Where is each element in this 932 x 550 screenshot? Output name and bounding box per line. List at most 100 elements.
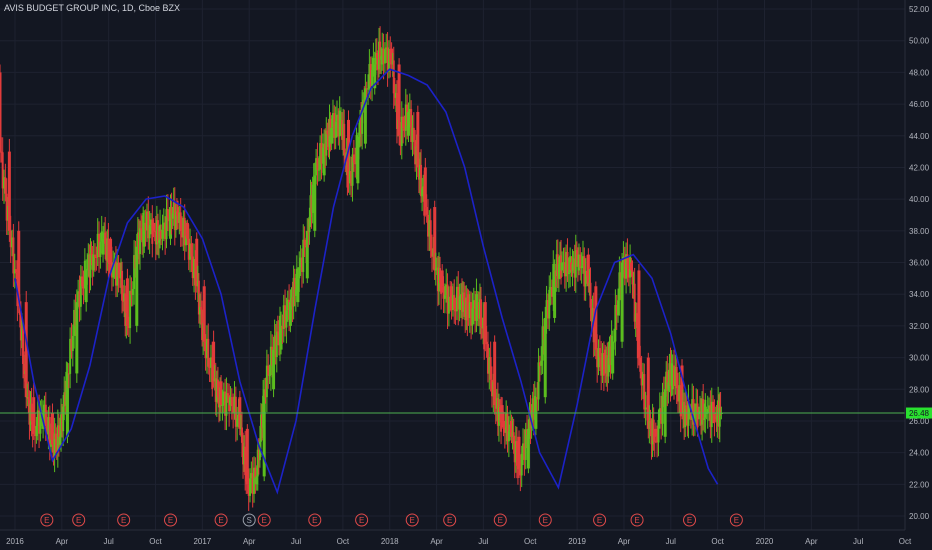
candle-body xyxy=(212,341,216,382)
candle-body xyxy=(371,70,374,87)
candle-body xyxy=(36,410,39,426)
candle-body xyxy=(523,443,526,460)
candle-body xyxy=(410,108,413,142)
candle-body xyxy=(392,60,395,94)
candle-body xyxy=(566,251,569,275)
candle-body xyxy=(348,171,351,184)
candle-body xyxy=(613,341,616,343)
candle-body xyxy=(719,406,722,408)
candle-body xyxy=(418,164,421,180)
candle-body xyxy=(259,414,262,442)
candle-body xyxy=(239,427,242,429)
last-price-label: 26.48 xyxy=(906,407,932,419)
candle-body xyxy=(488,357,491,374)
y-tick-label: 28.00 xyxy=(909,385,930,394)
x-axis: 2016 Apr Jul Oct 2017 Apr Jul Oct 2018 Apr Jul Oct 2… xyxy=(6,537,912,546)
event-label: E xyxy=(543,516,548,525)
candle-body xyxy=(268,375,271,377)
candle-body xyxy=(428,220,431,237)
candle-body xyxy=(362,99,365,105)
candle-body xyxy=(60,414,63,437)
candle-body xyxy=(112,263,115,278)
event-marker xyxy=(40,513,54,527)
candle-body xyxy=(698,411,701,414)
candle-body xyxy=(207,338,210,367)
candle-body xyxy=(249,478,252,496)
candle-body xyxy=(322,143,326,176)
candle-body xyxy=(696,403,699,428)
x-tick-label: 2017 xyxy=(193,537,211,546)
candle-body xyxy=(531,398,534,419)
candle-body xyxy=(299,257,302,268)
candle-body xyxy=(296,278,300,303)
candle-body xyxy=(478,299,481,319)
candle-body xyxy=(123,293,126,302)
candle-body xyxy=(528,410,531,429)
candle-body xyxy=(712,401,715,414)
candle-body xyxy=(324,143,327,156)
candle-body xyxy=(183,217,186,246)
chart-title: AVIS BUDGET GROUP INC, 1D, Cboe BZX xyxy=(4,3,181,13)
event-label: E xyxy=(312,516,317,525)
candle-body xyxy=(101,238,105,255)
candle-body xyxy=(577,254,581,271)
candle-body xyxy=(140,228,143,230)
candle-body xyxy=(40,410,43,412)
candle-body xyxy=(400,116,403,146)
candle-body xyxy=(651,419,654,445)
candle-body xyxy=(702,399,705,420)
x-tick-label: 2020 xyxy=(756,537,774,546)
candle-body xyxy=(108,262,111,264)
x-tick-label: Apr xyxy=(56,537,69,546)
candle-body xyxy=(454,308,457,312)
candle-body xyxy=(149,219,152,226)
candle-body xyxy=(375,53,378,58)
candle-body xyxy=(668,363,671,383)
candle-body xyxy=(708,405,711,410)
event-marker xyxy=(630,513,644,527)
candle-body xyxy=(244,446,247,476)
candle-body xyxy=(669,363,672,386)
x-tick-label: Oct xyxy=(711,537,724,546)
candle-body xyxy=(7,151,11,231)
candle-body xyxy=(511,432,514,437)
candle-body xyxy=(233,396,236,414)
candle-body xyxy=(463,292,466,302)
candle-body xyxy=(308,216,311,233)
candle-body xyxy=(356,143,360,184)
candle-body xyxy=(380,48,384,65)
candle-body xyxy=(457,286,460,310)
candle-body xyxy=(44,404,47,426)
arc-trend-curve xyxy=(14,68,719,495)
candle-body xyxy=(50,413,54,445)
candle-body xyxy=(17,230,21,303)
candle-body xyxy=(256,449,259,477)
candle-body xyxy=(387,49,390,72)
y-tick-label: 26.00 xyxy=(909,417,930,426)
candle-body xyxy=(506,413,509,442)
candle-body xyxy=(75,302,79,374)
y-tick-label: 40.00 xyxy=(909,195,930,204)
candle-body xyxy=(94,254,97,257)
candle-body xyxy=(242,442,245,465)
y-tick-label: 32.00 xyxy=(909,322,930,331)
candle-body xyxy=(421,188,424,197)
candle-body xyxy=(103,232,106,239)
candle-body xyxy=(383,49,386,64)
candle-body xyxy=(284,305,287,328)
candle-body xyxy=(644,407,647,410)
candle-body xyxy=(70,338,73,352)
candle-body xyxy=(77,291,80,303)
candle-body xyxy=(510,420,514,437)
candle-body xyxy=(693,411,696,425)
candle-body xyxy=(425,207,428,215)
candle-body xyxy=(434,268,437,271)
candle-body xyxy=(302,239,305,272)
candle-body xyxy=(250,473,253,479)
candle-body xyxy=(674,366,677,386)
candle-body xyxy=(303,239,306,246)
candle-body xyxy=(26,397,29,399)
candle-body xyxy=(222,391,225,406)
candle-body xyxy=(215,379,218,402)
